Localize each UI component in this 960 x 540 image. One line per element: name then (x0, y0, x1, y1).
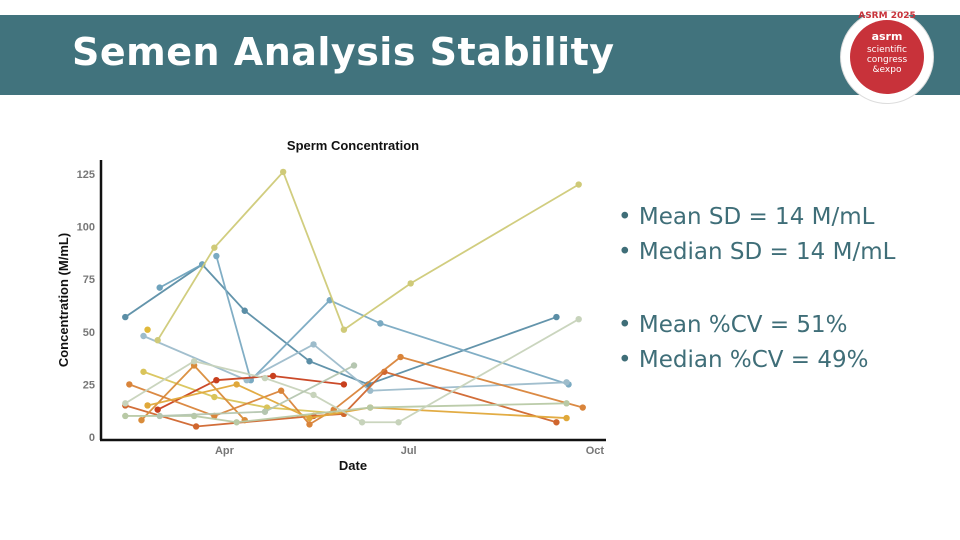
data-point (122, 313, 129, 321)
bullet-median-cv: • Median %CV = 49% (618, 347, 869, 373)
data-point (213, 252, 220, 260)
data-point (261, 374, 269, 382)
data-point (233, 381, 240, 388)
slide-title: Semen Analysis Stability (72, 30, 615, 74)
data-point (277, 387, 285, 394)
data-point (377, 320, 384, 327)
data-point (563, 400, 570, 407)
data-point (279, 168, 287, 176)
data-point (122, 412, 129, 420)
logo-year: ASRM 2025 (858, 11, 916, 21)
data-point (310, 391, 317, 399)
data-point (575, 315, 582, 323)
stats-list: • Mean SD = 14 M/mL • Median SD = 14 M/m… (618, 200, 895, 378)
series-line-1 (124, 263, 557, 386)
data-point (575, 181, 582, 188)
data-point (241, 307, 248, 314)
data-point (269, 372, 277, 380)
data-point (154, 406, 161, 413)
data-point (563, 379, 570, 386)
x-tick-label: Apr (215, 445, 235, 457)
data-point (233, 419, 240, 426)
data-point (122, 400, 129, 407)
y-tick-label: 100 (77, 222, 95, 234)
data-point (213, 376, 220, 384)
data-point (211, 393, 218, 401)
data-point (579, 404, 586, 411)
y-axis-title: Concentration (M/mL) (56, 233, 71, 367)
asrm-logo: ASRM 2025 asrm scientific congress &expo (840, 10, 934, 104)
data-point (340, 381, 348, 388)
y-tick-label: 50 (83, 327, 95, 339)
data-point (138, 416, 145, 424)
y-tick-label: 25 (83, 379, 95, 391)
data-point (156, 284, 163, 291)
data-point (553, 419, 560, 426)
data-point (192, 423, 200, 430)
data-point (140, 332, 147, 340)
chart-title: Sperm Concentration (287, 138, 419, 153)
bullet-mean-sd: • Mean SD = 14 M/mL (618, 204, 875, 230)
data-point (144, 402, 151, 409)
logo-line1: scientific (866, 45, 908, 55)
data-point (350, 362, 358, 369)
data-point (211, 244, 218, 251)
logo-brand: asrm (871, 30, 903, 43)
data-point (553, 313, 560, 321)
data-point (367, 404, 374, 411)
series-line-3 (215, 255, 569, 386)
data-point (140, 368, 147, 375)
data-point (154, 337, 161, 344)
bullet-median-sd: • Median SD = 14 M/mL (618, 239, 896, 265)
data-point (156, 412, 163, 420)
series-line-14 (124, 318, 580, 424)
logo-line3: &expo (872, 65, 902, 75)
title-bar (0, 15, 960, 95)
data-point (144, 326, 151, 333)
data-point (310, 341, 317, 348)
data-point (261, 408, 269, 415)
x-tick-label: Oct (586, 445, 605, 457)
data-point (306, 414, 313, 422)
y-tick-label: 0 (89, 432, 95, 444)
data-point (190, 358, 198, 365)
data-point (306, 421, 313, 428)
series-line-8 (157, 375, 344, 411)
data-point (306, 358, 313, 365)
series-line-7 (143, 370, 344, 415)
data-point (340, 326, 348, 333)
series-line-2 (159, 263, 203, 289)
logo-badge: asrm scientific congress &expo (850, 20, 924, 94)
data-point (407, 280, 414, 287)
x-tick-label: Jul (401, 445, 417, 457)
data-point (563, 414, 570, 422)
x-axis-title: Date (339, 458, 367, 473)
data-point (397, 353, 404, 361)
series-line-5 (156, 170, 580, 341)
logo-line2: congress (866, 55, 908, 65)
data-point (358, 419, 366, 426)
bullet-mean-cv: • Mean %CV = 51% (618, 312, 848, 338)
series-line-9 (125, 370, 557, 428)
data-point (126, 381, 133, 388)
y-tick-label: 75 (83, 274, 95, 286)
y-tick-label: 125 (77, 169, 95, 181)
data-point (395, 419, 402, 426)
